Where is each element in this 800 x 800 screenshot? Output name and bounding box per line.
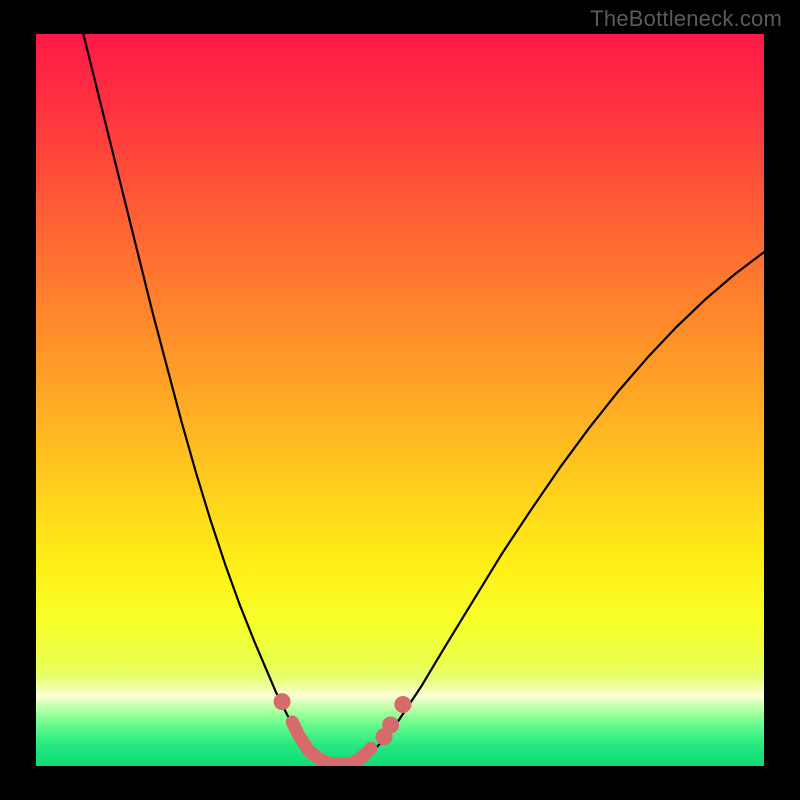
plot-background-gradient xyxy=(36,34,764,766)
plot-area xyxy=(36,34,764,766)
chart-frame: TheBottleneck.com xyxy=(0,0,800,800)
bottom-green-band xyxy=(36,696,764,766)
watermark-text: TheBottleneck.com xyxy=(590,6,782,32)
